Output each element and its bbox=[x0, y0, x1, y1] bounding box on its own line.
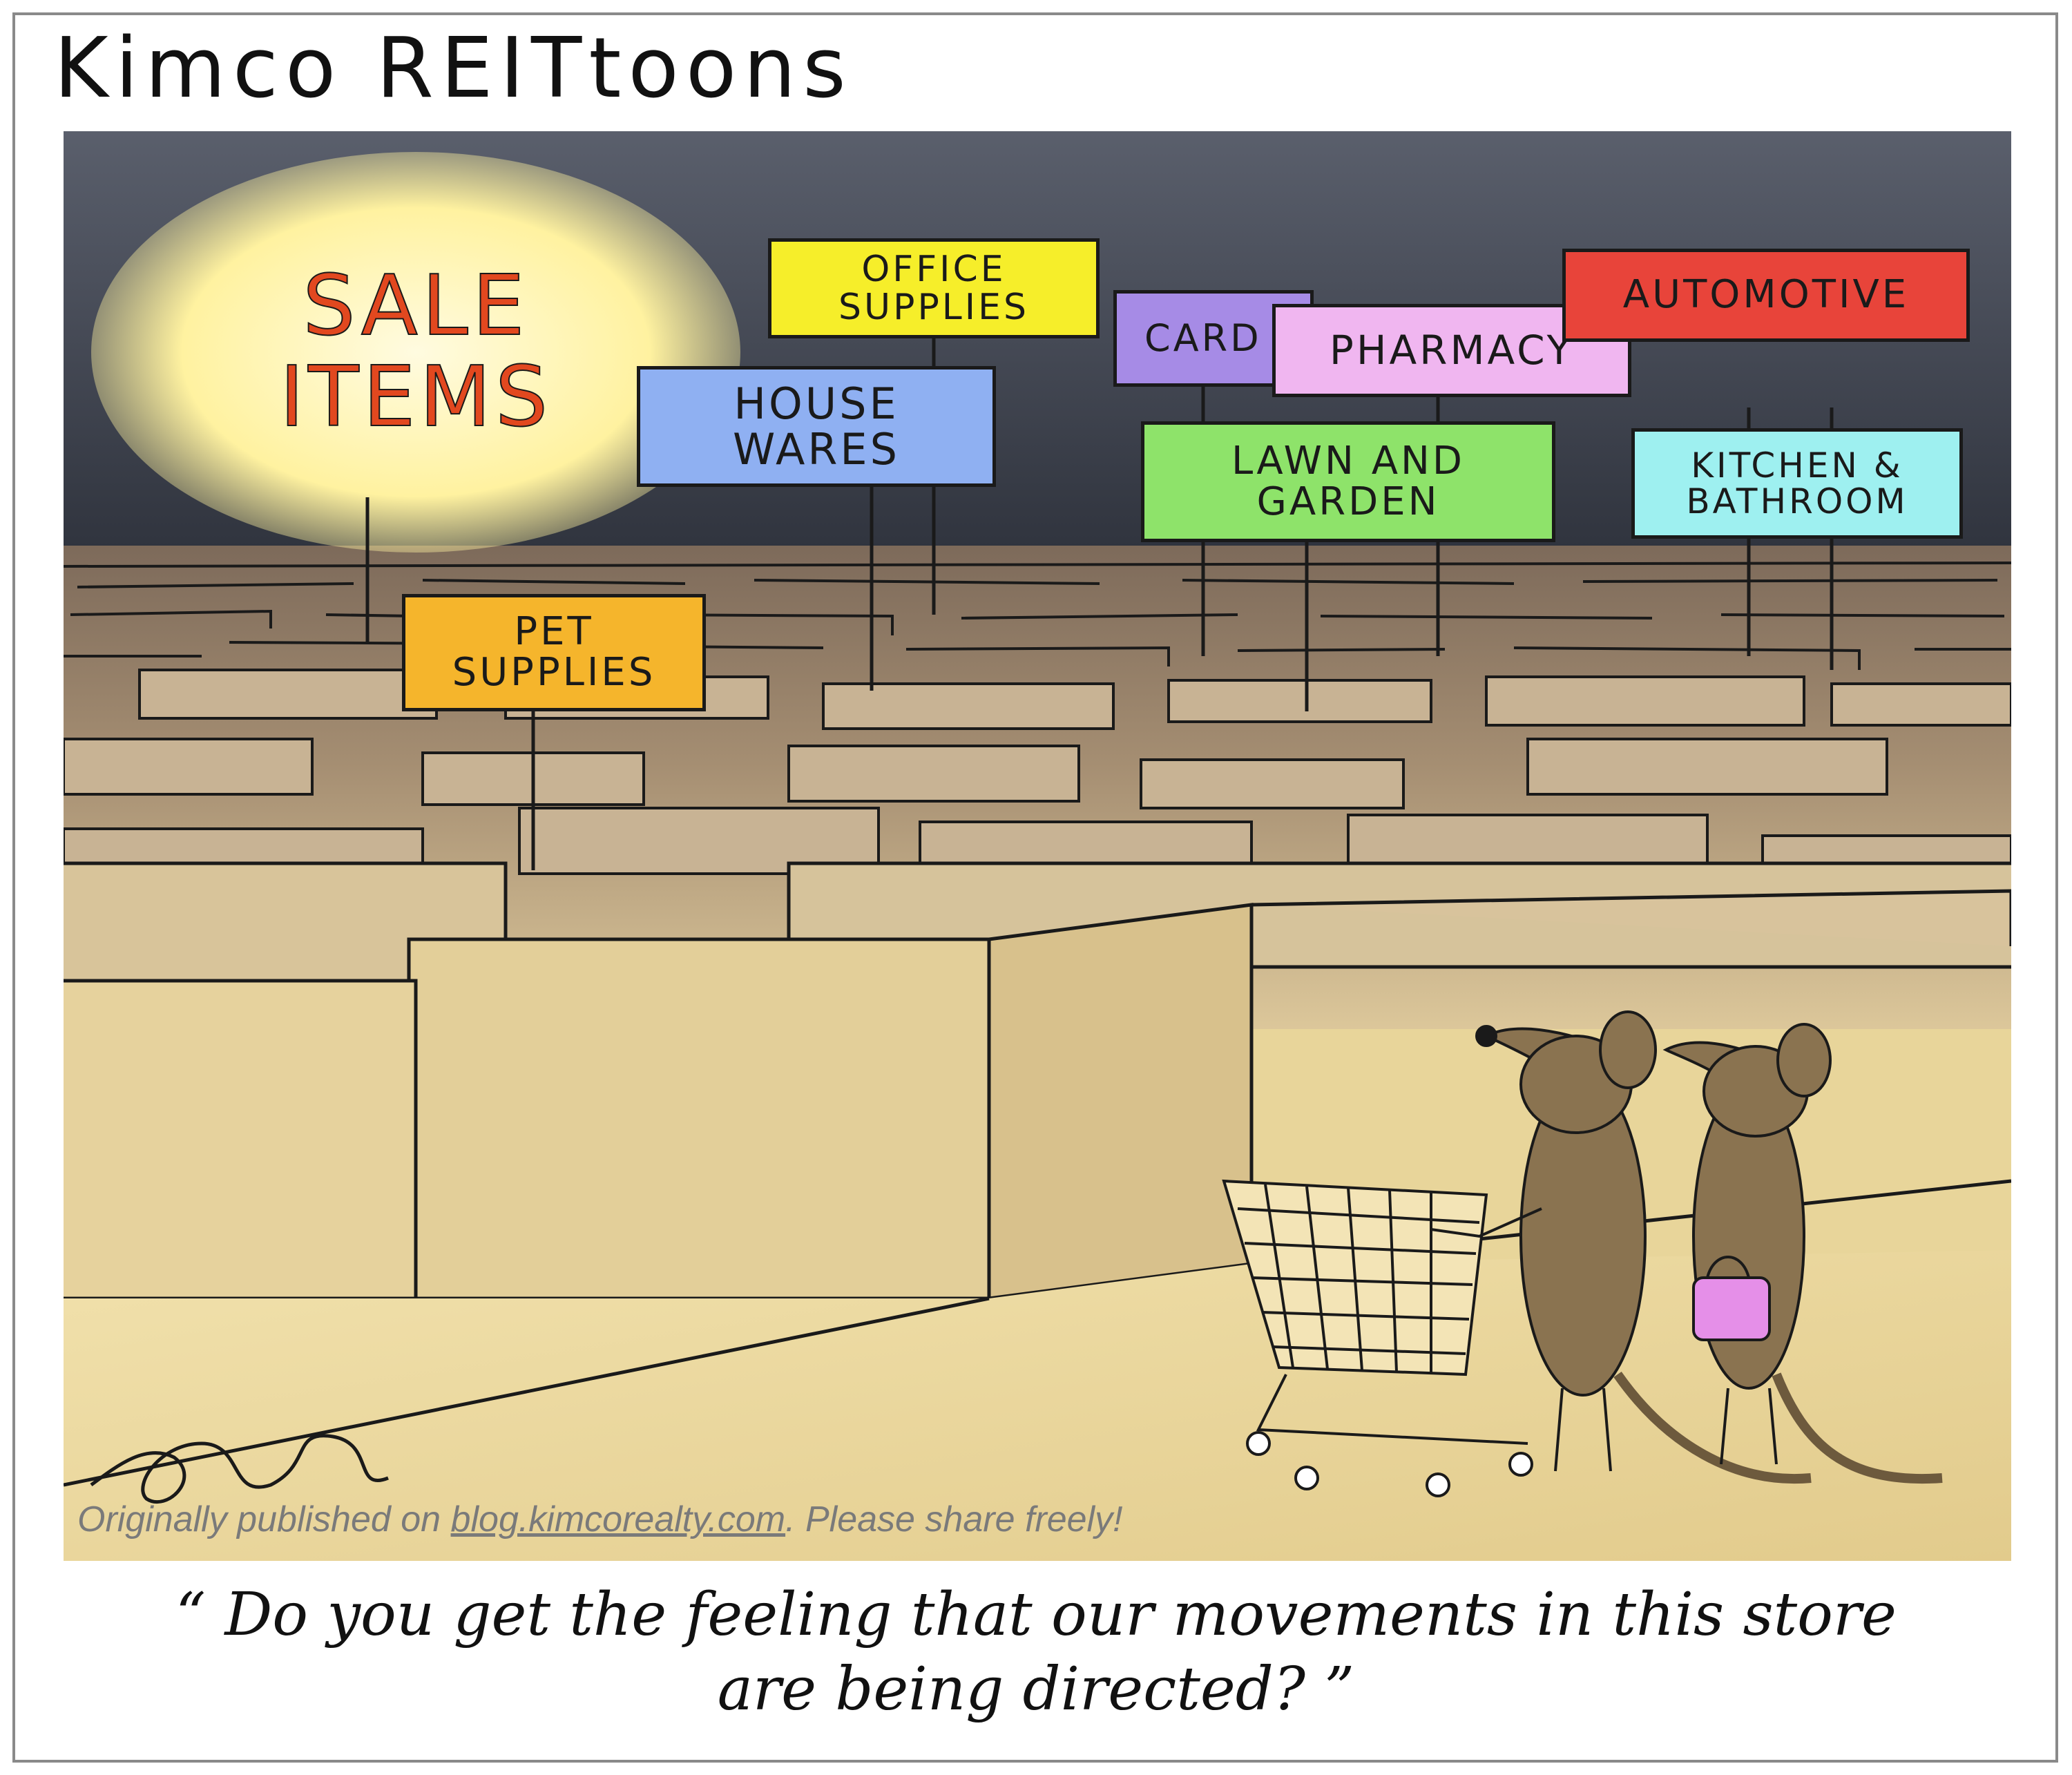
mouse-pushing-cart bbox=[1430, 1010, 1812, 1484]
shopping-cart bbox=[1222, 1179, 1533, 1497]
credit-suffix: . Please share freely! bbox=[785, 1499, 1123, 1539]
caption-text: “ Do you get the feeling that our moveme… bbox=[175, 1580, 1897, 1724]
lawn-and-garden-sign-text: LAWN AND GARDEN bbox=[1231, 438, 1466, 524]
house-wares-sign-text: HOUSE WARES bbox=[733, 378, 900, 474]
publication-credit: Originally published on blog.kimcorealty… bbox=[77, 1499, 1123, 1540]
cartoon-series-title: Kimco REITtoons bbox=[54, 21, 853, 117]
credit-prefix: Originally published on bbox=[77, 1499, 451, 1539]
pet-supplies-sign-text: PET SUPPLIES bbox=[452, 609, 656, 695]
blog-link[interactable]: blog.kimcorealty.com bbox=[450, 1499, 786, 1539]
artist-signature bbox=[90, 1434, 389, 1504]
pharmacy-sign-text: PHARMACY bbox=[1329, 327, 1575, 374]
house-wares-sign: HOUSE WARES bbox=[637, 366, 996, 487]
office-supplies-sign-text: OFFICE SUPPLIES bbox=[838, 248, 1029, 328]
kitchen-bathroom-sign: KITCHEN & BATHROOM bbox=[1631, 428, 1963, 539]
store-floor bbox=[64, 1250, 2011, 1561]
sale-sign-glow bbox=[91, 152, 740, 553]
office-supplies-sign: OFFICE SUPPLIES bbox=[768, 238, 1100, 338]
automotive-sign: AUTOMOTIVE bbox=[1562, 249, 1970, 342]
kitchen-bathroom-sign-text: KITCHEN & BATHROOM bbox=[1686, 445, 1908, 521]
maze-walls-near bbox=[64, 861, 2011, 1301]
pet-supplies-sign: PET SUPPLIES bbox=[402, 594, 706, 711]
cards-sign-text: CARD bbox=[1144, 316, 1262, 360]
lawn-and-garden-sign: LAWN AND GARDEN bbox=[1141, 421, 1555, 542]
automotive-sign-text: AUTOMOTIVE bbox=[1622, 272, 1910, 318]
cartoon-caption: “ Do you get the feeling that our moveme… bbox=[0, 1578, 2072, 1727]
sale-items-sign-text: SALE ITEMS bbox=[279, 258, 553, 445]
mouse-with-purse bbox=[1662, 1023, 1943, 1484]
sale-items-sign: SALE ITEMS bbox=[153, 207, 678, 497]
cartoon-panel: SALE ITEMS OFFICE SUPPLIES HOUSE WARES P… bbox=[64, 131, 2011, 1561]
